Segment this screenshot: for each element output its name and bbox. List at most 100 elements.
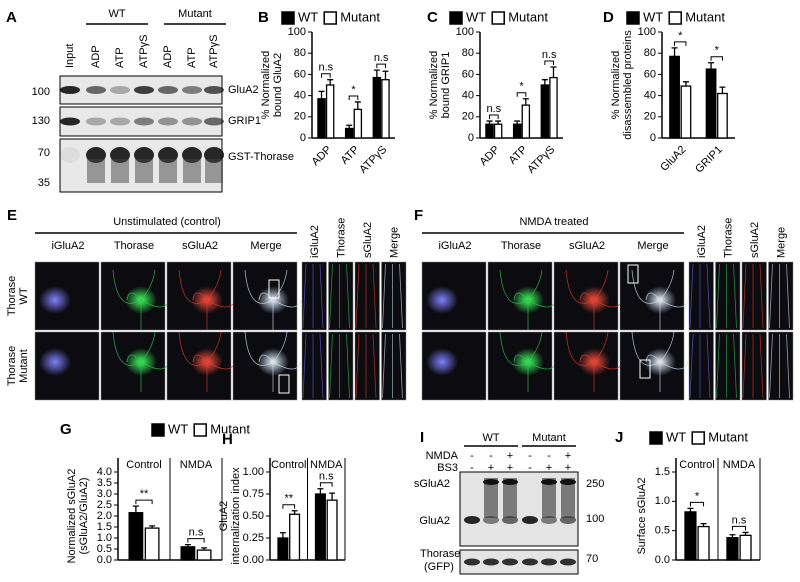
y-tick-label: 0 <box>468 132 474 144</box>
error-bar <box>719 86 726 94</box>
error-bar <box>550 66 557 78</box>
significance-label: n.s <box>374 52 389 64</box>
neurite <box>689 263 694 329</box>
blot-band <box>541 558 557 566</box>
neurite <box>346 263 350 329</box>
neurite <box>302 263 307 329</box>
panel-letter: A <box>6 9 17 26</box>
protein-label: GluA2 <box>228 84 259 96</box>
blot-smear <box>503 478 517 518</box>
condition-sign: + <box>565 462 571 474</box>
significance-label: n.s <box>319 471 334 483</box>
y-axis-label: internalization index <box>230 467 242 565</box>
group-label: Mutant <box>532 432 566 444</box>
neurite <box>565 269 595 304</box>
neurite <box>140 331 156 363</box>
condition-sign: - <box>528 450 532 462</box>
condition-sign: + <box>507 450 513 462</box>
y-tick-label: 3.0 <box>97 488 112 500</box>
blot-band <box>522 558 538 566</box>
condition-sign: - <box>547 450 551 462</box>
neurite <box>399 333 403 399</box>
legend-label: WT <box>643 9 663 24</box>
x-tick-label: ADP <box>310 144 334 168</box>
y-tick-label: 1.0 <box>97 532 112 544</box>
neurite <box>319 263 324 329</box>
y-tick-label: 0.5 <box>655 525 670 537</box>
bar <box>326 499 338 561</box>
panel-letter: B <box>258 9 269 26</box>
blot-band <box>464 558 480 566</box>
blot-band <box>134 117 154 126</box>
y-tick-label: 0.0 <box>97 554 112 566</box>
legend-label: Mutant <box>210 421 250 436</box>
blot-band <box>560 558 576 566</box>
neurite <box>272 361 302 370</box>
x-tick-label: GluA2 <box>658 144 688 174</box>
x-tick-label: ATP <box>339 144 362 167</box>
column-label: sGluA2 <box>362 222 374 258</box>
y-tick-label: 40 <box>462 90 474 102</box>
significance-label: ** <box>284 493 293 505</box>
bar <box>697 525 710 561</box>
bar <box>669 55 680 139</box>
condition-label: NMDA <box>426 450 459 462</box>
y-tick-label: 20 <box>462 111 474 123</box>
column-label: Merge <box>637 240 668 252</box>
cell-body <box>39 348 71 376</box>
y-tick-label: 0.5 <box>97 543 112 555</box>
error-bar <box>291 510 298 515</box>
mw-marker: 250 <box>586 478 604 490</box>
error-bar <box>354 101 361 110</box>
error-bar <box>700 522 707 527</box>
legend-swatch <box>449 11 463 25</box>
neurite <box>244 269 274 304</box>
blot-band <box>182 86 202 94</box>
y-tick-label: 3.5 <box>97 477 112 489</box>
blot-band <box>60 117 80 126</box>
bar <box>512 123 522 139</box>
blot-smear <box>87 159 105 183</box>
neurite <box>706 333 711 399</box>
y-tick-label: 0 <box>650 132 656 144</box>
legend-label: Mutant <box>708 429 748 444</box>
y-tick-label: 80 <box>462 47 474 59</box>
y-axis-label: % Normalized <box>610 51 622 119</box>
band-label: sGluA2 <box>414 478 450 490</box>
legend-swatch <box>323 11 337 25</box>
neurite <box>355 263 360 329</box>
neurite <box>272 299 302 308</box>
mw-marker: 100 <box>32 86 50 98</box>
error-bar <box>149 525 156 529</box>
bar <box>549 76 558 139</box>
bar <box>485 123 494 139</box>
bar <box>521 104 531 139</box>
legend-swatch <box>281 11 295 25</box>
neurite <box>399 263 403 329</box>
mw-marker: 70 <box>586 553 598 565</box>
significance-label: n.s <box>542 49 557 61</box>
blot-band <box>522 516 538 524</box>
panel-letter: J <box>615 429 623 446</box>
bar <box>180 546 196 561</box>
cell-body <box>39 286 71 314</box>
significance-bracket <box>376 63 386 69</box>
micrograph <box>381 261 407 331</box>
condition-sign: + <box>488 462 494 474</box>
neurite <box>355 333 360 399</box>
row-label: WT <box>18 287 30 304</box>
column-label: iGluA2 <box>309 225 321 258</box>
y-axis-label: GluA2 <box>218 501 230 532</box>
lane-label: ADP <box>162 45 174 68</box>
neurite <box>527 331 543 363</box>
neurite <box>659 361 689 370</box>
blot-band <box>134 86 154 94</box>
bar <box>705 68 717 139</box>
error-bar <box>184 543 191 547</box>
neurite <box>178 269 208 304</box>
lane-label: ATP <box>186 47 198 68</box>
lane-label: Input <box>64 44 76 68</box>
neurite <box>272 331 288 363</box>
